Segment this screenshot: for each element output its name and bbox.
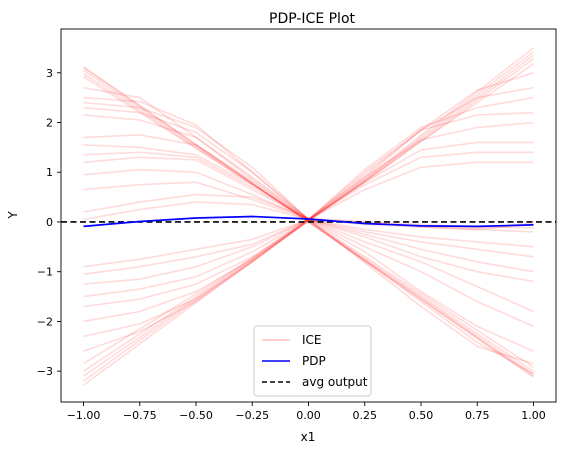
x-axis-label: x1: [301, 430, 316, 444]
x-axis-ticks: −1.00 −0.75 −0.50 −0.25 0.00 0.25 0.50 0.75 1.00: [67, 402, 546, 422]
chart-title: PDP-ICE Plot: [269, 11, 356, 27]
y-tick-label: 0: [46, 216, 53, 229]
x-tick-label: −1.00: [67, 409, 101, 422]
ice-line: [83, 73, 534, 372]
y-tick-label: −1: [37, 266, 53, 279]
pdp-line: [83, 215, 534, 228]
ice-line: [83, 51, 534, 382]
x-tick-label: −0.25: [235, 409, 269, 422]
ice-line: [83, 58, 534, 372]
ice-line: [83, 193, 534, 231]
ice-line: [83, 54, 534, 377]
plot-area: [61, 47, 556, 386]
y-tick-label: 2: [46, 116, 53, 129]
ice-line: [83, 96, 534, 323]
x-tick-label: 0.00: [296, 409, 321, 422]
x-tick-label: 1.00: [521, 409, 546, 422]
series-lines: [61, 215, 556, 228]
ice-line: [83, 161, 534, 268]
ice-line: [83, 76, 534, 368]
x-tick-label: 0.25: [353, 409, 378, 422]
y-tick-label: −2: [37, 315, 53, 328]
x-tick-label: −0.75: [123, 409, 157, 422]
y-axis-ticks: −3 −2 −1 0 1 2 3: [37, 67, 61, 378]
legend-avg-label: avg output: [302, 375, 368, 389]
x-tick-label: −0.50: [179, 409, 213, 422]
legend-box: [253, 325, 372, 397]
y-tick-label: −3: [37, 365, 53, 378]
ice-line: [83, 86, 534, 338]
legend-pdp-label: PDP: [302, 354, 326, 368]
y-tick-label: 3: [46, 67, 53, 80]
x-tick-label: 0.50: [409, 409, 434, 422]
legend-ice-label: ICE: [302, 333, 322, 347]
y-tick-label: 1: [46, 166, 53, 179]
ice-line: [83, 47, 534, 386]
ice-line: [83, 106, 534, 328]
ice-line: [83, 201, 534, 229]
y-axis-label: Y: [6, 211, 20, 220]
legend: ICE PDP avg output: [253, 325, 372, 397]
x-tick-label: 0.75: [465, 409, 490, 422]
